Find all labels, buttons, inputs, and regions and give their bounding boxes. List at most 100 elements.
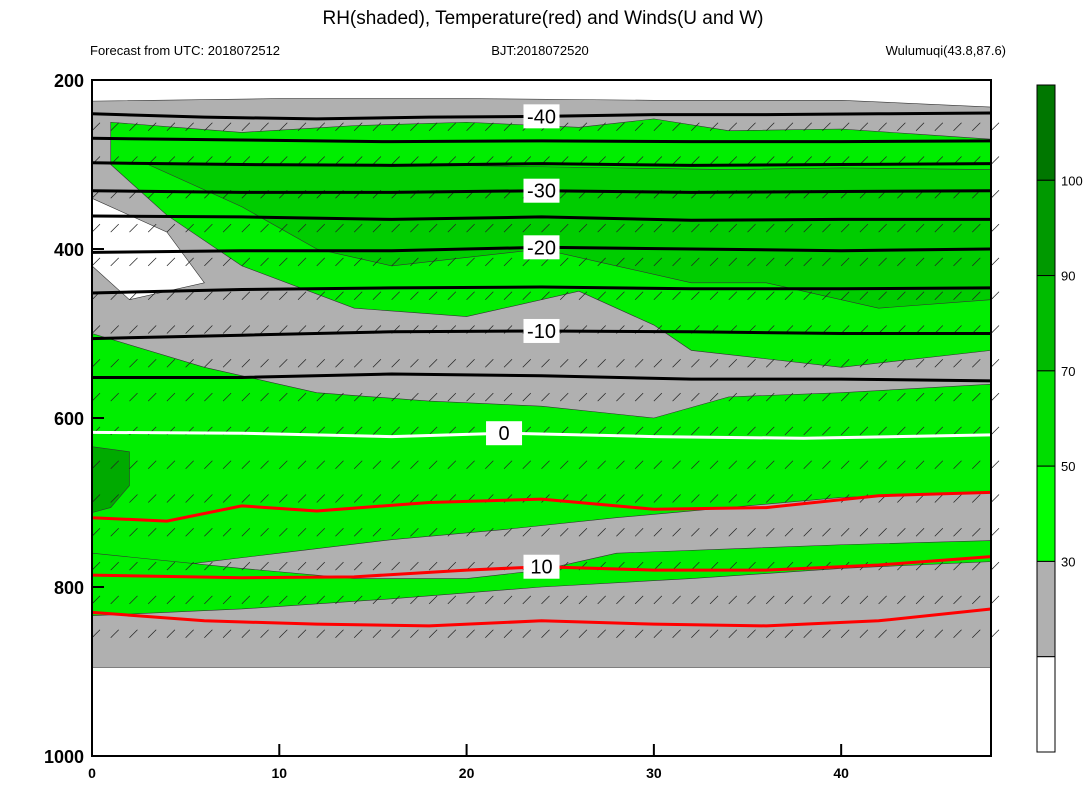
isotherm-line — [91, 607, 992, 628]
wind-barb — [840, 595, 850, 605]
wind-barb — [204, 122, 213, 131]
wind-barb — [485, 392, 494, 402]
wind-barb — [166, 561, 176, 571]
wind-barb — [297, 528, 307, 537]
wind-barb — [204, 561, 213, 571]
wind-barb — [147, 629, 157, 638]
wind-barb — [185, 494, 194, 503]
wind-barb — [466, 122, 475, 131]
wind-barb — [822, 426, 831, 436]
wind-barb — [634, 392, 644, 402]
wind-barb — [634, 156, 644, 165]
wind-barb — [803, 528, 812, 537]
wind-barb — [166, 460, 176, 469]
wind-barb — [447, 359, 457, 368]
wind-barb — [485, 122, 494, 131]
wind-barb — [91, 359, 101, 368]
wind-barb — [840, 426, 850, 436]
wind-barb — [766, 156, 775, 165]
wind-barb — [466, 392, 475, 402]
rh-shading — [91, 98, 992, 757]
wind-barb — [897, 595, 906, 605]
wind-barb — [578, 122, 588, 131]
wind-barb — [241, 223, 251, 233]
wind-barb — [316, 629, 325, 638]
wind-barb — [990, 460, 1000, 469]
wind-barb — [934, 122, 944, 131]
wind-barb — [241, 257, 251, 267]
wind-barb — [447, 156, 457, 165]
isotherm-line — [92, 372, 992, 383]
wind-barb — [972, 426, 981, 436]
wind-barb — [859, 528, 869, 537]
wind-barb — [728, 122, 738, 131]
wind-barb — [634, 460, 644, 469]
wind-barb — [597, 122, 606, 131]
wind-barb — [915, 561, 925, 571]
wind-barb — [559, 257, 569, 267]
wind-barb — [766, 595, 775, 605]
wind-barb — [597, 460, 606, 469]
wind-barb — [972, 460, 981, 469]
wind-barb — [934, 494, 944, 503]
wind-barb — [990, 325, 1000, 334]
wind-barb — [672, 426, 681, 436]
colorbar-label: 30 — [1061, 554, 1075, 569]
wind-barb — [541, 629, 550, 638]
wind-barb — [428, 223, 438, 233]
wind-barb — [803, 629, 812, 638]
wind-barb — [653, 223, 663, 233]
wind-barb — [915, 392, 925, 402]
wind-barb — [147, 528, 157, 537]
wind-barb — [428, 561, 438, 571]
wind-barb — [522, 291, 532, 300]
wind-barb — [391, 561, 400, 571]
wind-barb — [840, 460, 850, 469]
wind-barb — [709, 156, 719, 165]
wind-barb — [766, 426, 775, 436]
wind-barb — [672, 359, 681, 368]
wind-barb — [878, 257, 887, 267]
wind-barb — [503, 460, 513, 469]
wind-barb — [784, 257, 794, 267]
wind-barb — [840, 392, 850, 402]
wind-barb — [578, 528, 588, 537]
wind-barb — [859, 122, 869, 131]
wind-barb — [147, 223, 157, 233]
wind-barb — [990, 561, 1000, 571]
wind-barb — [353, 528, 363, 537]
wind-barb — [597, 359, 606, 368]
y-tick-label: 800 — [54, 578, 84, 598]
wind-barb — [784, 528, 794, 537]
wind-barb — [222, 528, 232, 537]
wind-barb — [766, 629, 775, 638]
wind-barb — [466, 291, 475, 300]
wind-barb — [953, 122, 962, 131]
wind-barb — [129, 629, 138, 638]
wind-barb — [990, 122, 1000, 131]
wind-barb — [428, 122, 438, 131]
wind-barb — [784, 359, 794, 368]
wind-barb — [822, 122, 831, 131]
wind-barb — [410, 595, 419, 605]
wind-barb — [728, 629, 738, 638]
wind-barb — [222, 561, 232, 571]
wind-barb — [559, 629, 569, 638]
isotherm-label-bg — [486, 421, 523, 446]
wind-barb — [653, 595, 663, 605]
wind-barb — [878, 426, 887, 436]
wind-barb — [990, 190, 1000, 199]
wind-barb — [222, 359, 232, 368]
wind-barb — [91, 392, 101, 402]
wind-barb — [204, 494, 213, 503]
wind-barb — [672, 460, 681, 469]
colorbar-label: 90 — [1061, 269, 1075, 284]
wind-barb — [859, 629, 869, 638]
wind-barb — [166, 325, 176, 334]
wind-barb — [728, 359, 738, 368]
wind-barb — [597, 494, 606, 503]
isotherm-label-bg — [523, 104, 560, 129]
wind-barb — [897, 291, 906, 300]
wind-barb — [260, 257, 269, 267]
wind-barb — [747, 257, 756, 267]
